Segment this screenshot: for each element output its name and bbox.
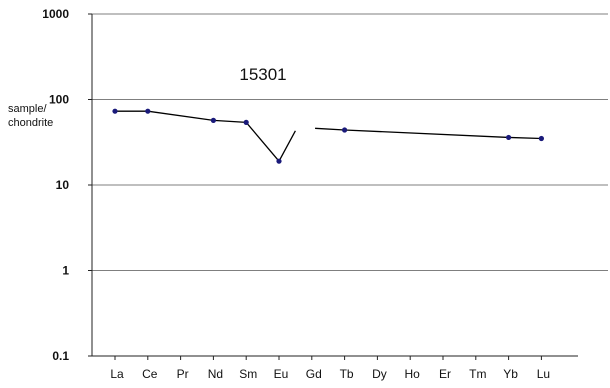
y-axis-label-line-1: sample/ [8,103,47,115]
series-line [115,110,296,163]
x-tick-label: Nd [208,367,223,381]
y-tick-label: 1000 [42,7,69,21]
x-tick-label: Er [439,367,451,381]
x-tick-label: Yb [503,367,518,381]
x-tick-label: La [110,367,124,381]
x-tick-label: Eu [274,367,289,381]
x-tick-label: Lu [537,367,550,381]
data-point-La [112,108,118,114]
data-point-Nd [210,117,216,123]
y-tick-label: 10 [56,178,70,192]
x-tick-label: Sm [239,367,257,381]
data-point-Sm [243,119,249,125]
x-tick-label: Dy [372,367,387,381]
data-point-Yb [506,134,512,141]
data-point-Eu [276,158,282,164]
data-point-Tb [342,127,348,133]
chart-title: 15301 [239,65,286,84]
y-tick-label: 0.1 [52,349,69,363]
data-point-Lu [538,135,545,142]
y-tick-label: 100 [49,93,69,107]
x-tick-label: Ho [405,367,421,381]
series-group [112,108,545,164]
x-tick-label: Gd [306,367,322,381]
x-tick-label: Pr [177,367,189,381]
data-point-Ce [145,108,151,114]
x-tick-label: Tb [340,367,354,381]
y-tick-labels: 1000 100 10 1 0.1 [42,7,92,363]
x-tick-labels: La Ce Pr Nd Sm Eu Gd Tb Dy Ho Er Tm Yb Lu [110,356,550,381]
y-axis-label-line-2: chondrite [8,117,53,129]
grid-lines [92,13,608,271]
series-line [315,127,542,140]
x-tick-label: Ce [142,367,158,381]
y-tick-label: 1 [62,264,69,278]
x-tick-label: Tm [469,367,486,381]
